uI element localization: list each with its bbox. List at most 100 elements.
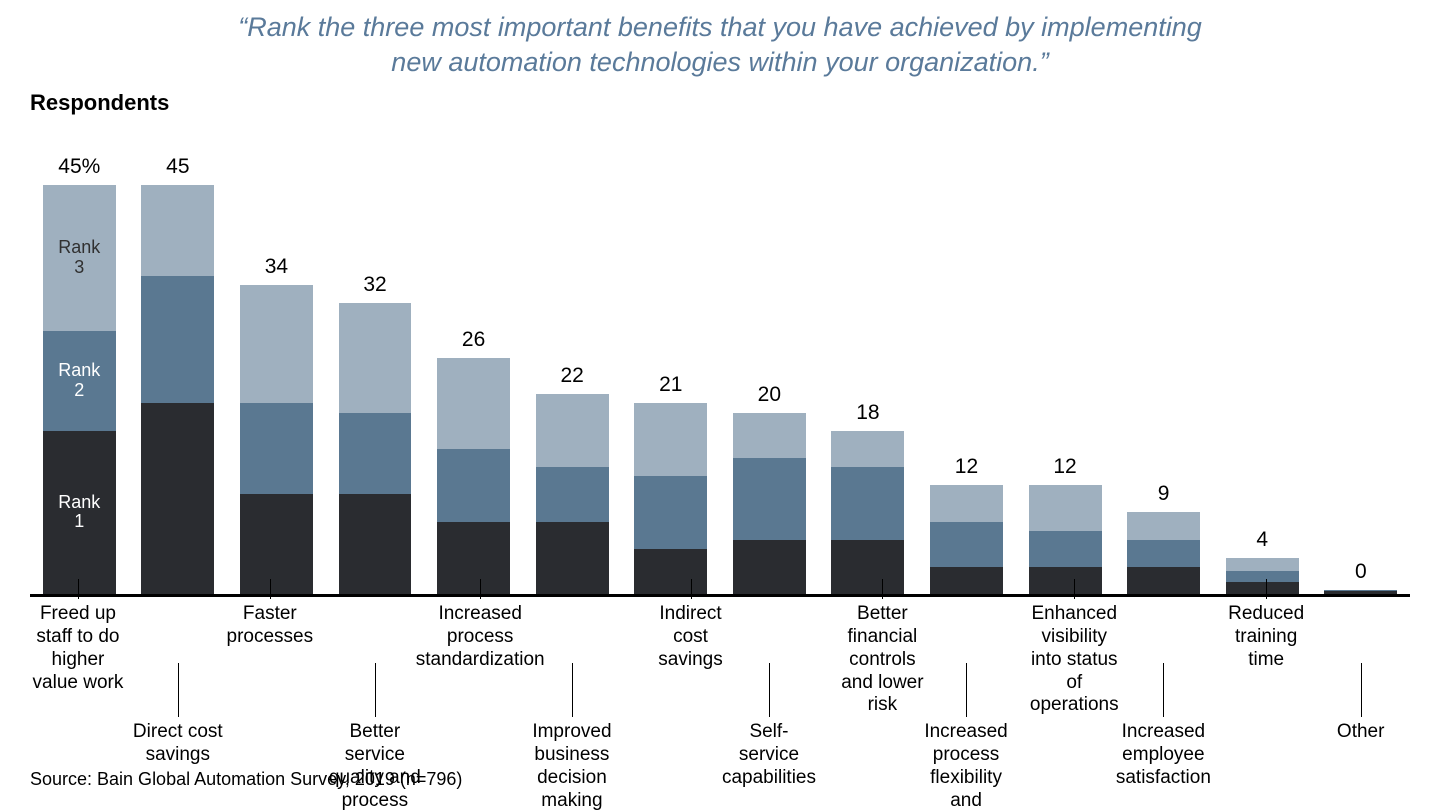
bar-slot: 4 <box>1213 167 1312 594</box>
bar: 20 <box>733 413 806 595</box>
x-category-label: Reduced training time <box>1218 599 1314 717</box>
x-category-label: Better financial controls and lower risk <box>834 599 930 717</box>
bar-total-label: 4 <box>1226 528 1299 558</box>
bar-slot: 34 <box>227 167 326 594</box>
bar-segment-rank3: Rank3 <box>43 185 116 330</box>
bar-segment-rank2 <box>1029 531 1102 567</box>
x-category-label: Self-service capabilities <box>720 717 819 810</box>
bar-segment-rank2 <box>1226 571 1299 583</box>
bar-segment-rank1 <box>1226 582 1299 594</box>
bar-segment-rank1 <box>1029 567 1102 594</box>
x-category-label: Faster processes <box>222 599 318 717</box>
bar: 45 <box>141 185 214 594</box>
bar-slot: 12 <box>1016 167 1115 594</box>
bar-segment-rank1 <box>339 494 412 594</box>
x-category-label: Direct cost savings <box>129 717 228 810</box>
bar: 21 <box>634 403 707 594</box>
bar-segment-rank3 <box>634 403 707 476</box>
bar: 4 <box>1226 558 1299 594</box>
bar-segment-rank3 <box>930 485 1003 521</box>
bar-total-label: 21 <box>634 373 707 403</box>
bar-total-label: 45 <box>141 155 214 185</box>
x-category-label: Enhanced visibility into status of opera… <box>1026 599 1122 717</box>
bar-segment-rank2: Rank2 <box>43 331 116 431</box>
bar-segment-rank3 <box>831 431 904 467</box>
x-category-label: Increased employee satisfaction <box>1114 717 1213 810</box>
bar-segment-rank3 <box>1127 512 1200 539</box>
bar-segment-rank3 <box>437 358 510 449</box>
segment-legend-label: Rank3 <box>58 238 100 278</box>
x-category-label: Indirect cost savings <box>643 599 739 717</box>
bar-total-label: 12 <box>930 455 1003 485</box>
bar-segment-rank3 <box>536 394 609 467</box>
bar-total-label: 32 <box>339 273 412 303</box>
segment-legend-label: Rank2 <box>58 361 100 401</box>
bar-slot: 0 <box>1312 167 1411 594</box>
bar-slot: 12 <box>917 167 1016 594</box>
bar-segment-rank2 <box>634 476 707 549</box>
bar-slot: 9 <box>1114 167 1213 594</box>
segment-legend-label: Rank1 <box>58 493 100 533</box>
bar-slot: 20 <box>720 167 819 594</box>
bar: 32 <box>339 303 412 594</box>
bar-segment-rank1 <box>536 522 609 595</box>
bar: 9 <box>1127 512 1200 594</box>
bar-segment-rank1 <box>240 494 313 594</box>
bar: 34 <box>240 285 313 594</box>
bar-total-label: 12 <box>1029 455 1102 485</box>
bar: 12 <box>1029 485 1102 594</box>
bar-segment-rank3 <box>240 285 313 403</box>
bar-total-label: 0 <box>1324 560 1397 590</box>
chart-title: “Rank the three most important benefits … <box>170 10 1270 80</box>
chart-title-line2: new automation technologies within your … <box>391 47 1048 77</box>
bar-segment-rank2 <box>831 467 904 540</box>
bar-segment-rank3 <box>339 303 412 412</box>
bar-segment-rank2 <box>536 467 609 522</box>
bar: 45%Rank3Rank2Rank1 <box>43 185 116 594</box>
bar-segment-rank2 <box>141 276 214 403</box>
bar-segment-rank2 <box>437 449 510 522</box>
plot-region: 45%Rank3Rank2Rank14534322622212018121294… <box>30 167 1410 597</box>
bar-segment-rank1 <box>831 540 904 595</box>
bar-total-label: 20 <box>733 383 806 413</box>
bar-segment-rank1 <box>930 567 1003 594</box>
bar-segment-rank1 <box>1127 567 1200 594</box>
bar-segment-rank3 <box>1226 558 1299 571</box>
y-axis-label: Respondents <box>30 90 1410 116</box>
bar-segment-rank2 <box>240 403 313 494</box>
bar-slot: 45%Rank3Rank2Rank1 <box>30 167 129 594</box>
bar-total-label: 18 <box>831 401 904 431</box>
bar-segment-rank1 <box>634 549 707 594</box>
bar-segment-rank1: Rank1 <box>43 431 116 595</box>
bar-slot: 32 <box>326 167 425 594</box>
bar: 12 <box>930 485 1003 594</box>
x-category-label: Other <box>1311 717 1410 810</box>
bar-slot: 21 <box>621 167 720 594</box>
bar-slot: 26 <box>424 167 523 594</box>
bar-slot: 45 <box>129 167 228 594</box>
bar-segment-rank1 <box>141 403 214 594</box>
x-category-label: Improved business decision making <box>523 717 622 810</box>
bar-segment-rank3 <box>733 413 806 458</box>
bar: 26 <box>437 358 510 594</box>
bar-segment-rank1 <box>733 540 806 595</box>
bar-segment-rank3 <box>141 185 214 276</box>
x-axis-labels: Freed up staff to do higher value work Fa… <box>30 599 1410 749</box>
bar-total-label: 34 <box>240 255 313 285</box>
bar-segment-rank2 <box>733 458 806 540</box>
bar-segment-rank2 <box>339 413 412 495</box>
bar-total-label: 22 <box>536 364 609 394</box>
bar-segment-rank3 <box>1029 485 1102 530</box>
chart-area: 45%Rank3Rank2Rank14534322622212018121294… <box>30 122 1410 597</box>
bar: 18 <box>831 431 904 595</box>
x-category-label: Better service quality and process accur… <box>326 717 425 810</box>
x-category-label: Increased process standardization <box>414 599 547 717</box>
x-category-label: Freed up staff to do higher value work <box>30 599 126 717</box>
bar-segment-rank2 <box>930 522 1003 567</box>
bar-total-label: 26 <box>437 328 510 358</box>
bar-segment-rank1 <box>437 522 510 595</box>
bar-slot: 18 <box>819 167 918 594</box>
bars-group: 45%Rank3Rank2Rank14534322622212018121294… <box>30 167 1410 594</box>
x-category-label: Increased process flexibility and innova… <box>917 717 1016 810</box>
bar: 22 <box>536 394 609 594</box>
